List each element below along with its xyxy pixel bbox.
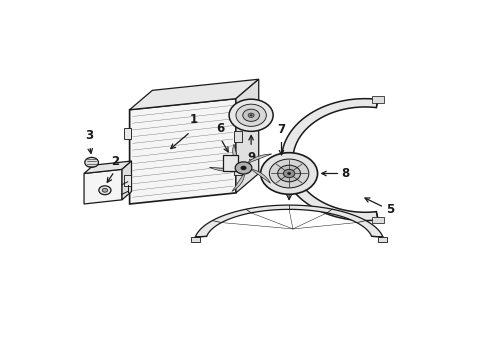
Text: 9: 9 <box>247 151 255 164</box>
Circle shape <box>261 153 318 194</box>
Polygon shape <box>129 79 259 110</box>
Polygon shape <box>209 167 235 171</box>
Circle shape <box>287 172 291 175</box>
Circle shape <box>241 166 246 170</box>
Circle shape <box>243 109 260 121</box>
Circle shape <box>229 99 273 131</box>
Bar <box>234 164 243 175</box>
Bar <box>124 128 131 139</box>
Circle shape <box>85 157 98 167</box>
Text: 3: 3 <box>86 130 94 143</box>
Circle shape <box>236 104 267 126</box>
Circle shape <box>102 188 108 192</box>
Text: 4: 4 <box>285 174 293 187</box>
Text: 2: 2 <box>111 154 119 167</box>
Circle shape <box>283 169 295 177</box>
Circle shape <box>235 162 252 174</box>
Circle shape <box>99 186 111 195</box>
Polygon shape <box>236 79 259 193</box>
Circle shape <box>270 159 309 188</box>
Circle shape <box>278 165 300 182</box>
Text: 6: 6 <box>217 122 225 135</box>
Text: 5: 5 <box>386 203 394 216</box>
Circle shape <box>248 113 254 117</box>
Circle shape <box>250 114 252 116</box>
Bar <box>372 216 384 223</box>
Polygon shape <box>233 144 238 163</box>
Text: 1: 1 <box>190 113 198 126</box>
Polygon shape <box>84 169 122 204</box>
Polygon shape <box>252 170 270 183</box>
Polygon shape <box>191 237 200 242</box>
Bar <box>222 156 238 171</box>
Bar <box>234 131 243 142</box>
Bar <box>124 175 131 186</box>
Polygon shape <box>248 154 272 162</box>
Bar <box>372 96 384 103</box>
Polygon shape <box>196 205 383 237</box>
Text: 7: 7 <box>277 122 286 135</box>
Polygon shape <box>129 99 236 204</box>
Text: 8: 8 <box>341 167 349 180</box>
Polygon shape <box>282 99 378 221</box>
Polygon shape <box>84 161 131 174</box>
Polygon shape <box>232 175 245 192</box>
Polygon shape <box>122 161 131 200</box>
Polygon shape <box>378 237 388 242</box>
